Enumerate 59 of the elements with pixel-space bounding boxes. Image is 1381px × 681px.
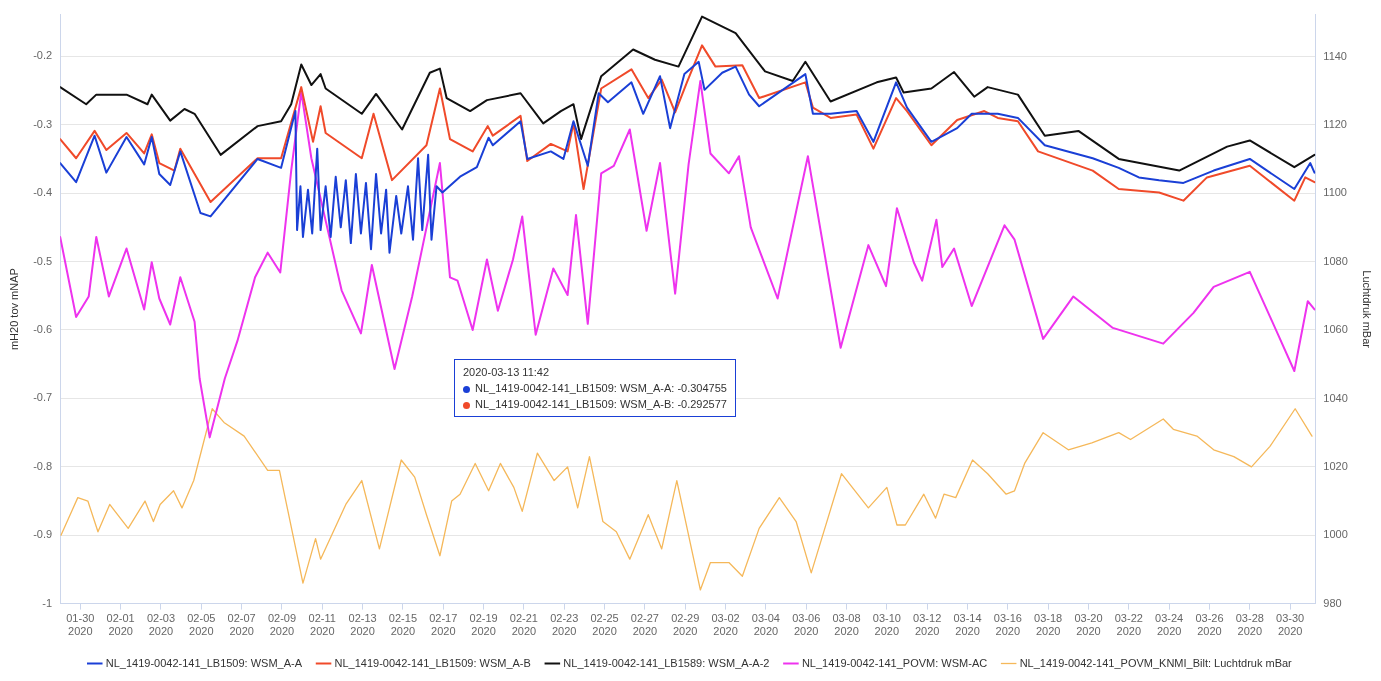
y2-tick-label: 980 (1323, 596, 1342, 609)
x-tick-label: 02-19 2020 (469, 612, 498, 638)
y-tick-label: -0.8 (33, 459, 53, 472)
x-tick-label: 02-01 2020 (106, 612, 135, 638)
legend-label: NL_1419-0042-141_LB1589: WSM_A-A-2 (563, 656, 770, 669)
y2-tick-label: 1020 (1323, 459, 1348, 472)
x-tick-label: 02-23 2020 (550, 612, 579, 638)
y2-tick-label: 1100 (1323, 186, 1347, 199)
x-tick-label: 02-03 2020 (146, 612, 176, 638)
annotation: NL_1419-0042-141_LB1509: WSM_A-B: -0.292577 (475, 398, 727, 410)
x-tick-label: 03-12 2020 (913, 612, 942, 638)
annotation: NL_1419-0042-141_LB1509: WSM_A-A: -0.304755 (475, 382, 727, 394)
legend-label: NL_1419-0042-141_LB1509: WSM_A-B (334, 656, 531, 669)
legend-label: NL_1419-0042-141_LB1509: WSM_A-A (105, 656, 303, 669)
legend-label: NL_1419-0042-141_POVM: WSM-AC (801, 656, 988, 669)
y2-tick-label: 1140 (1323, 49, 1347, 62)
y2-tick-label: 1000 (1323, 528, 1348, 541)
x-tick-label: 03-18 2020 (1034, 612, 1063, 638)
x-tick-label: 03-24 2020 (1155, 612, 1184, 638)
y-tick-label: -0.4 (33, 186, 53, 199)
annotation: 2020-03-13 11:42 (463, 366, 550, 378)
y-tick-label: -1 (42, 596, 53, 609)
x-tick-label: 03-16 2020 (993, 612, 1022, 638)
y-axis-title: mH20 tov mNAP (7, 268, 20, 351)
x-tick-label: 02-13 2020 (348, 612, 377, 638)
x-tick-label: 03-04 2020 (751, 612, 780, 638)
x-tick-label: 02-07 2020 (227, 612, 256, 638)
x-tick-label: 03-26 2020 (1195, 612, 1224, 638)
x-tick-label: 03-20 2020 (1074, 612, 1103, 638)
x-tick-label: 02-29 2020 (671, 612, 700, 638)
y-tick-label: -0.3 (33, 117, 53, 130)
x-tick-label: 03-14 2020 (953, 612, 982, 638)
legend-label: NL_1419-0042-141_POVM_KNMI_Bilt: Luchtdruk mBar (1019, 656, 1293, 669)
x-tick-label: 02-15 2020 (388, 612, 417, 638)
x-tick-label: 03-08 2020 (832, 612, 861, 638)
x-tick-label: 03-28 2020 (1235, 612, 1264, 638)
x-tick-label: 03-02 2020 (711, 612, 740, 638)
x-tick-label: 03-10 2020 (872, 612, 901, 638)
x-tick-label: 03-06 2020 (792, 612, 821, 638)
x-tick-label: 02-27 2020 (630, 612, 659, 638)
y2-tick-label: 1120 (1323, 118, 1347, 131)
y-tick-label: -0.2 (33, 49, 53, 62)
x-tick-label: 02-25 2020 (590, 612, 619, 638)
y2-tick-label: 1060 (1323, 323, 1348, 336)
y-tick-label: -0.5 (33, 254, 53, 267)
x-tick-label: 02-05 2020 (187, 612, 216, 638)
y2-tick-label: 1040 (1323, 391, 1348, 404)
x-tick-label: 03-30 2020 (1276, 612, 1305, 638)
x-tick-label: 02-17 2020 (429, 612, 458, 638)
x-tick-label: 03-22 2020 (1114, 612, 1143, 638)
x-tick-label: 02-09 2020 (267, 612, 297, 638)
y2-tick-label: 1080 (1323, 254, 1348, 267)
x-tick-label: 02-11 2020 (308, 612, 336, 638)
y-tick-label: -0.6 (33, 323, 53, 335)
x-tick-label: 01-30 2020 (66, 612, 95, 638)
x-tick-label: 02-21 2020 (509, 612, 538, 638)
y2-axis-title: Luchtdruk mBar (1361, 270, 1374, 349)
y-tick-label: -0.7 (33, 391, 53, 404)
y-tick-label: -0.9 (33, 528, 53, 541)
